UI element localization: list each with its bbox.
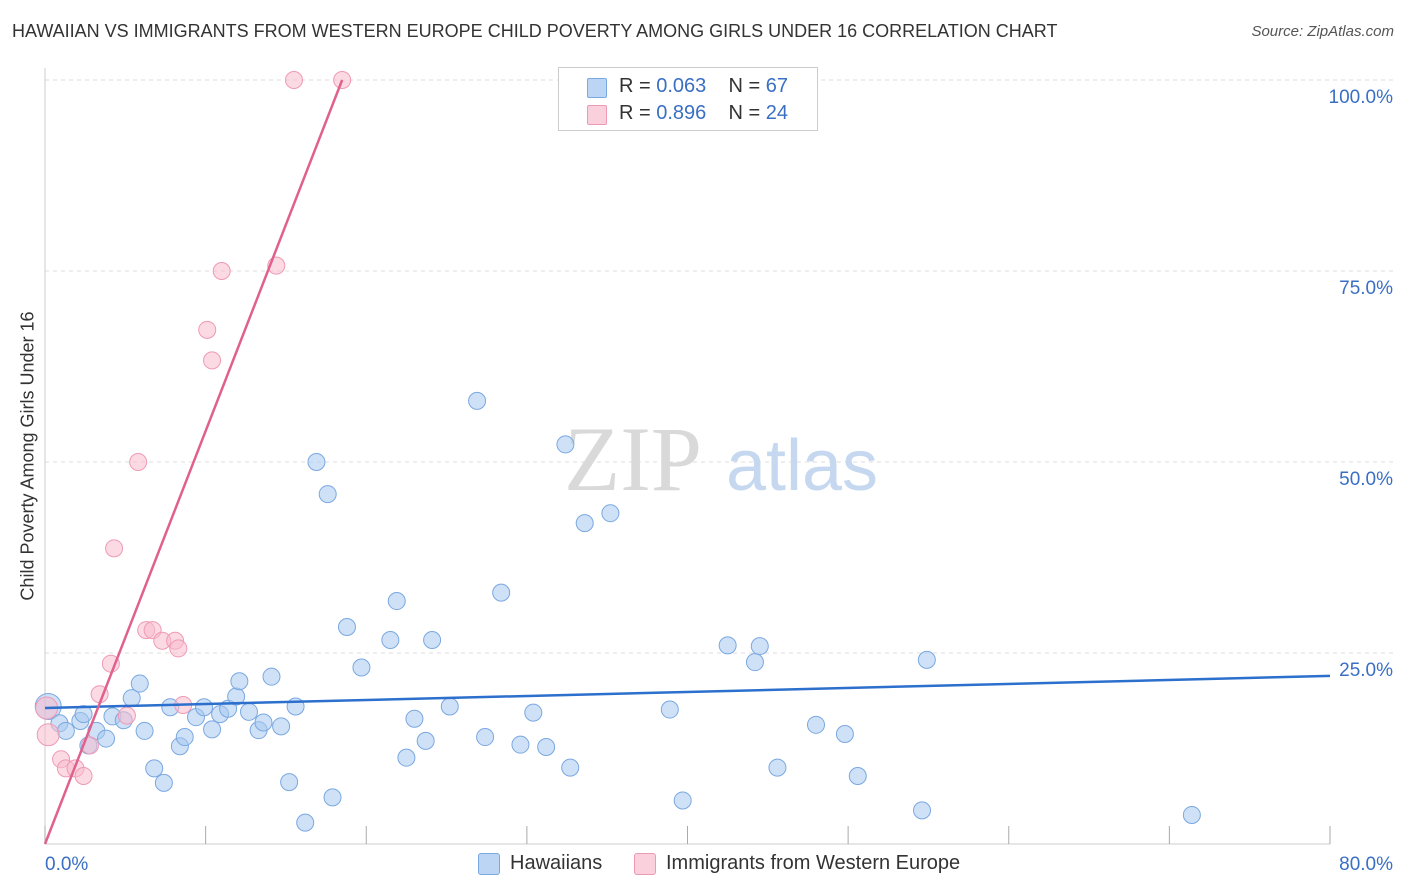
chart-title: HAWAIIAN VS IMMIGRANTS FROM WESTERN EURO… bbox=[12, 21, 1058, 41]
point-hawaiians bbox=[262, 667, 281, 686]
point-hawaiians bbox=[468, 391, 487, 410]
watermark-atlas: atlas bbox=[726, 426, 878, 506]
y-tick-label: 75.0% bbox=[1339, 278, 1393, 299]
point-hawaiians bbox=[848, 767, 867, 786]
point-hawaiians bbox=[537, 737, 556, 756]
point-hawaiians bbox=[561, 758, 580, 777]
point-hawaiians bbox=[718, 636, 737, 655]
trend-line-hawaiians bbox=[44, 674, 1331, 710]
legend-n-label: N = bbox=[728, 102, 761, 124]
bottom-legend-label: Hawaiians bbox=[510, 852, 603, 874]
point-hawaiians bbox=[575, 514, 594, 533]
y-tick-label: 100.0% bbox=[1329, 87, 1394, 108]
legend-n-value: 67 bbox=[765, 75, 789, 97]
point-immigrants bbox=[212, 262, 231, 280]
point-hawaiians bbox=[203, 720, 222, 739]
bottom-legend-swatch-blue bbox=[478, 853, 500, 875]
point-hawaiians bbox=[397, 748, 416, 767]
point-hawaiians bbox=[74, 705, 93, 724]
x-tick-label-min: 0.0% bbox=[45, 854, 88, 875]
point-hawaiians bbox=[750, 637, 769, 656]
point-hawaiians bbox=[768, 758, 787, 777]
point-hawaiians bbox=[254, 713, 273, 732]
point-immigrants bbox=[203, 351, 222, 370]
point-hawaiians bbox=[352, 658, 371, 677]
point-hawaiians bbox=[239, 702, 258, 721]
point-immigrants bbox=[36, 723, 60, 747]
legend-r-label: R = bbox=[619, 102, 651, 124]
trend-line-immigrants bbox=[43, 79, 344, 845]
point-hawaiians bbox=[416, 731, 435, 750]
point-immigrants bbox=[105, 539, 124, 558]
point-hawaiians bbox=[56, 721, 75, 740]
point-hawaiians bbox=[337, 618, 356, 637]
point-hawaiians bbox=[745, 653, 764, 672]
point-hawaiians bbox=[280, 773, 299, 792]
point-hawaiians bbox=[175, 728, 194, 747]
point-hawaiians bbox=[440, 697, 459, 716]
point-hawaiians bbox=[807, 715, 825, 734]
point-immigrants bbox=[117, 706, 136, 725]
point-hawaiians bbox=[524, 703, 543, 722]
y-tick-label: 25.0% bbox=[1339, 660, 1393, 681]
point-hawaiians bbox=[492, 583, 511, 602]
legend-swatch-blue bbox=[587, 78, 607, 98]
point-hawaiians bbox=[230, 672, 249, 691]
legend-n-value: 24 bbox=[765, 102, 789, 124]
point-immigrants bbox=[74, 767, 93, 786]
point-hawaiians bbox=[154, 773, 173, 792]
legend-swatch-pink bbox=[587, 105, 607, 125]
legend-r-value: 0.063 bbox=[656, 75, 707, 97]
point-hawaiians bbox=[307, 453, 326, 471]
point-hawaiians bbox=[423, 631, 442, 650]
legend-r-label: R = bbox=[619, 75, 651, 97]
trend-lines bbox=[43, 79, 1331, 845]
grid-lines bbox=[45, 79, 1395, 654]
source-credit: Source: ZipAtlas.com bbox=[1251, 23, 1394, 40]
point-hawaiians bbox=[323, 788, 342, 807]
bottom-legend-label: Immigrants from Western Europe bbox=[666, 852, 961, 874]
point-hawaiians bbox=[913, 801, 932, 820]
point-hawaiians bbox=[476, 728, 495, 747]
point-immigrants bbox=[169, 639, 188, 658]
point-hawaiians bbox=[130, 674, 149, 693]
point-hawaiians bbox=[145, 759, 164, 778]
watermark: ZIP atlas bbox=[564, 408, 878, 510]
point-hawaiians bbox=[835, 724, 854, 743]
point-hawaiians bbox=[381, 631, 400, 650]
point-hawaiians bbox=[296, 813, 315, 832]
point-hawaiians bbox=[387, 592, 406, 611]
y-axis-label: Child Poverty Among Girls Under 16 bbox=[17, 311, 38, 601]
point-hawaiians bbox=[405, 709, 424, 728]
watermark-zip: ZIP bbox=[564, 408, 702, 510]
correlation-legend: R = 0.063 N = 67 R = 0.896 N = 24 bbox=[558, 67, 818, 131]
point-immigrants bbox=[129, 453, 148, 471]
tick-labels: 25.0% 50.0% 75.0% 100.0% 0.0% 80.0% bbox=[45, 87, 1393, 875]
point-hawaiians bbox=[673, 791, 692, 810]
point-hawaiians bbox=[1182, 805, 1201, 824]
y-tick-label: 50.0% bbox=[1339, 469, 1393, 490]
point-immigrants bbox=[284, 71, 303, 89]
point-hawaiians bbox=[556, 435, 575, 454]
x-tick-label-max: 80.0% bbox=[1339, 854, 1393, 875]
point-hawaiians bbox=[195, 698, 214, 717]
point-hawaiians bbox=[601, 504, 620, 523]
legend-n-label: N = bbox=[728, 75, 761, 97]
point-hawaiians bbox=[917, 650, 936, 669]
point-hawaiians bbox=[135, 721, 154, 740]
point-immigrants bbox=[198, 320, 217, 339]
point-hawaiians bbox=[660, 700, 679, 719]
bottom-legend-swatch-pink bbox=[634, 853, 656, 875]
series-immigrants-western-europe bbox=[35, 71, 352, 786]
legend-r-value: 0.896 bbox=[656, 102, 707, 124]
point-hawaiians bbox=[97, 729, 116, 748]
point-hawaiians bbox=[511, 735, 530, 754]
point-hawaiians bbox=[318, 485, 337, 504]
point-hawaiians bbox=[272, 717, 291, 736]
